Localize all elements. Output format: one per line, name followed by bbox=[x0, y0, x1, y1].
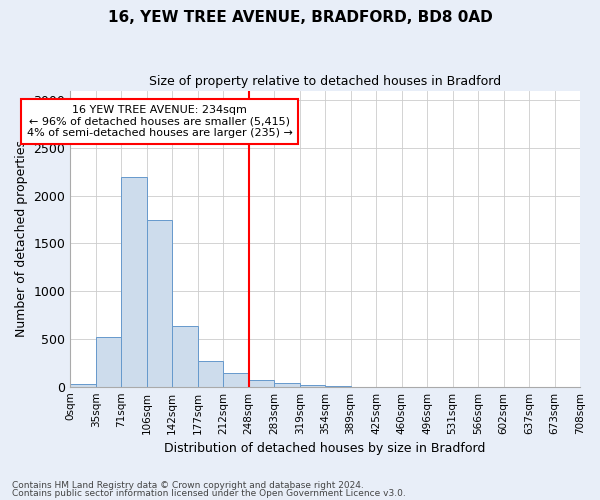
Y-axis label: Number of detached properties: Number of detached properties bbox=[15, 140, 28, 337]
Bar bbox=[147, 220, 172, 386]
Bar bbox=[274, 384, 299, 386]
Bar bbox=[248, 380, 274, 386]
Bar bbox=[70, 384, 96, 386]
Text: 16 YEW TREE AVENUE: 234sqm
← 96% of detached houses are smaller (5,415)
4% of se: 16 YEW TREE AVENUE: 234sqm ← 96% of deta… bbox=[26, 105, 292, 138]
Text: 16, YEW TREE AVENUE, BRADFORD, BD8 0AD: 16, YEW TREE AVENUE, BRADFORD, BD8 0AD bbox=[107, 10, 493, 25]
Bar bbox=[172, 326, 198, 386]
X-axis label: Distribution of detached houses by size in Bradford: Distribution of detached houses by size … bbox=[164, 442, 486, 455]
Bar bbox=[121, 176, 147, 386]
Bar bbox=[198, 362, 223, 386]
Bar bbox=[299, 385, 325, 386]
Bar bbox=[223, 374, 248, 386]
Text: Contains public sector information licensed under the Open Government Licence v3: Contains public sector information licen… bbox=[12, 488, 406, 498]
Bar bbox=[96, 337, 121, 386]
Title: Size of property relative to detached houses in Bradford: Size of property relative to detached ho… bbox=[149, 75, 501, 88]
Text: Contains HM Land Registry data © Crown copyright and database right 2024.: Contains HM Land Registry data © Crown c… bbox=[12, 481, 364, 490]
